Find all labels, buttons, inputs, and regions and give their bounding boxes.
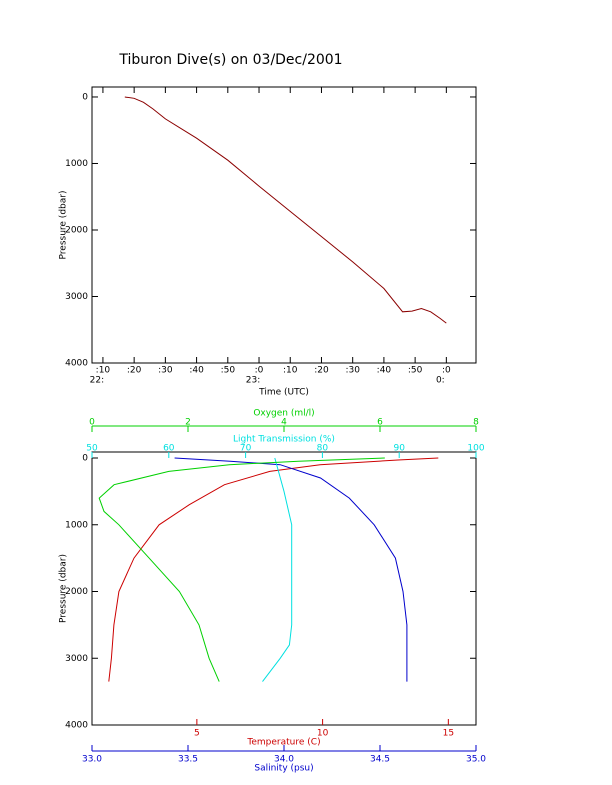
x-tick-label: :20 — [127, 366, 142, 376]
x-axis-label: Oxygen (ml/l) — [253, 409, 314, 419]
y-tick-label: 3000 — [65, 654, 88, 664]
y-tick-label: 0 — [82, 92, 88, 102]
data-line — [98, 457, 385, 682]
data-line — [108, 457, 439, 682]
x-tick-label: 90 — [393, 444, 405, 454]
x-tick-label: 33.0 — [82, 755, 102, 765]
x-tick-hour-label: 0: — [436, 376, 445, 386]
x-tick-label: 10 — [317, 729, 329, 739]
x-tick-label: 2 — [185, 418, 191, 428]
x-tick-label: :30 — [158, 366, 173, 376]
x-axis-label: Temperature (C) — [246, 738, 320, 748]
x-tick-label: :10 — [283, 366, 298, 376]
plot-frame — [91, 86, 477, 364]
x-tick-hour-label: 23: — [246, 376, 260, 386]
x-tick-label: 5 — [194, 729, 200, 739]
x-tick-label: :30 — [345, 366, 360, 376]
x-tick-label: 6 — [377, 418, 383, 428]
x-axis-label: Time (UTC) — [258, 388, 309, 398]
x-tick-label: :10 — [96, 366, 111, 376]
x-tick-label: :40 — [189, 366, 204, 376]
y-tick-label: 3000 — [65, 292, 88, 302]
y-tick-label: 4000 — [65, 721, 88, 731]
x-tick-label: :0 — [255, 366, 264, 376]
data-line — [174, 457, 408, 682]
y-tick-label: 1000 — [65, 159, 88, 169]
data-line — [124, 96, 447, 324]
x-tick-label: 100 — [467, 444, 484, 454]
x-axis-label: Salinity (psu) — [254, 764, 313, 774]
x-tick-label: 35.0 — [466, 755, 486, 765]
x-tick-label: :40 — [377, 366, 392, 376]
x-tick-label: 60 — [163, 444, 175, 454]
x-tick-label: 50 — [86, 444, 98, 454]
x-tick-label: 34.5 — [370, 755, 390, 765]
x-tick-label: :20 — [314, 366, 329, 376]
x-tick-label: :0 — [442, 366, 451, 376]
y-tick-label: 2000 — [65, 225, 88, 235]
y-tick-label: 4000 — [65, 359, 88, 369]
y-tick-label: 0 — [82, 454, 88, 464]
x-tick-label: 34.0 — [274, 755, 294, 765]
x-tick-label: :50 — [408, 366, 423, 376]
x-tick-label: 0 — [89, 418, 95, 428]
y-axis-label: Pressure (dbar) — [59, 191, 69, 260]
x-tick-hour-label: 22: — [90, 376, 104, 386]
x-tick-label: :50 — [221, 366, 236, 376]
plot-frame — [91, 451, 477, 726]
x-tick-label: 8 — [473, 418, 479, 428]
data-line — [262, 457, 293, 682]
x-tick-label: 4 — [281, 418, 287, 428]
x-axis-label: Light Transmission (%) — [233, 435, 335, 445]
y-axis-label: Pressure (dbar) — [59, 554, 69, 623]
chart-title: Tiburon Dive(s) on 03/Dec/2001 — [118, 52, 342, 68]
x-tick-label: 33.5 — [178, 755, 198, 765]
x-tick-label: 70 — [240, 444, 252, 454]
x-tick-label: 15 — [443, 729, 454, 739]
y-tick-label: 2000 — [65, 587, 88, 597]
x-tick-label: 80 — [317, 444, 329, 454]
y-tick-label: 1000 — [65, 520, 88, 530]
